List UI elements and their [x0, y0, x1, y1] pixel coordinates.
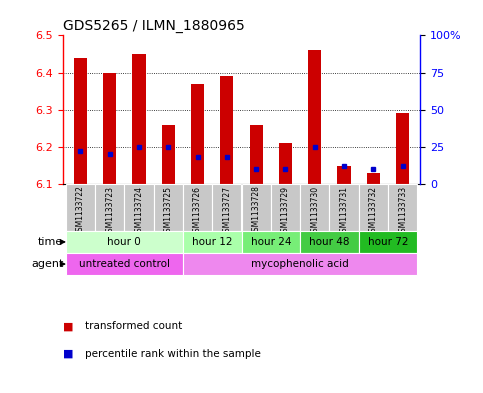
Bar	[183, 184, 212, 231]
Bar	[271, 184, 300, 231]
Bar	[66, 231, 183, 253]
Text: GSM1133730: GSM1133730	[310, 185, 319, 237]
Bar	[95, 184, 124, 231]
Text: hour 0: hour 0	[107, 237, 141, 247]
Text: GSM1133732: GSM1133732	[369, 185, 378, 237]
Text: hour 72: hour 72	[368, 237, 408, 247]
Text: untreated control: untreated control	[79, 259, 170, 269]
Bar	[183, 231, 242, 253]
Text: time: time	[38, 237, 63, 247]
Bar	[154, 184, 183, 231]
Text: GSM1133722: GSM1133722	[76, 185, 85, 237]
Bar	[191, 84, 204, 184]
Bar	[124, 184, 154, 231]
Text: GSM1133733: GSM1133733	[398, 185, 407, 237]
Bar	[300, 184, 329, 231]
Bar	[367, 173, 380, 184]
Bar	[103, 73, 116, 184]
Bar	[300, 231, 359, 253]
Bar	[308, 50, 321, 184]
Bar	[183, 253, 417, 275]
Bar	[359, 184, 388, 231]
Text: GSM1133731: GSM1133731	[340, 185, 349, 237]
Text: agent: agent	[31, 259, 63, 269]
Bar	[132, 54, 145, 184]
Bar	[66, 253, 183, 275]
Bar	[74, 58, 87, 184]
Text: GSM1133728: GSM1133728	[252, 185, 261, 237]
Text: hour 24: hour 24	[251, 237, 291, 247]
Text: GSM1133726: GSM1133726	[193, 185, 202, 237]
Bar	[242, 184, 271, 231]
Bar	[66, 184, 95, 231]
Text: GSM1133729: GSM1133729	[281, 185, 290, 237]
Text: mycophenolic acid: mycophenolic acid	[251, 259, 349, 269]
Bar	[279, 143, 292, 184]
Bar	[359, 231, 417, 253]
Bar	[220, 76, 233, 184]
Text: hour 48: hour 48	[309, 237, 350, 247]
Text: GSM1133725: GSM1133725	[164, 185, 173, 237]
Text: hour 12: hour 12	[192, 237, 232, 247]
Bar	[396, 114, 409, 184]
Text: GDS5265 / ILMN_1880965: GDS5265 / ILMN_1880965	[63, 19, 244, 33]
Bar	[212, 184, 242, 231]
Bar	[388, 184, 417, 231]
Text: percentile rank within the sample: percentile rank within the sample	[85, 349, 260, 359]
Text: ■: ■	[63, 349, 73, 359]
Bar	[329, 184, 359, 231]
Text: GSM1133723: GSM1133723	[105, 185, 114, 237]
Bar	[250, 125, 263, 184]
Text: transformed count: transformed count	[85, 321, 182, 331]
Text: GSM1133727: GSM1133727	[222, 185, 231, 237]
Text: GSM1133724: GSM1133724	[134, 185, 143, 237]
Bar	[162, 125, 175, 184]
Text: ■: ■	[63, 321, 73, 331]
Bar	[242, 231, 300, 253]
Bar	[338, 165, 351, 184]
